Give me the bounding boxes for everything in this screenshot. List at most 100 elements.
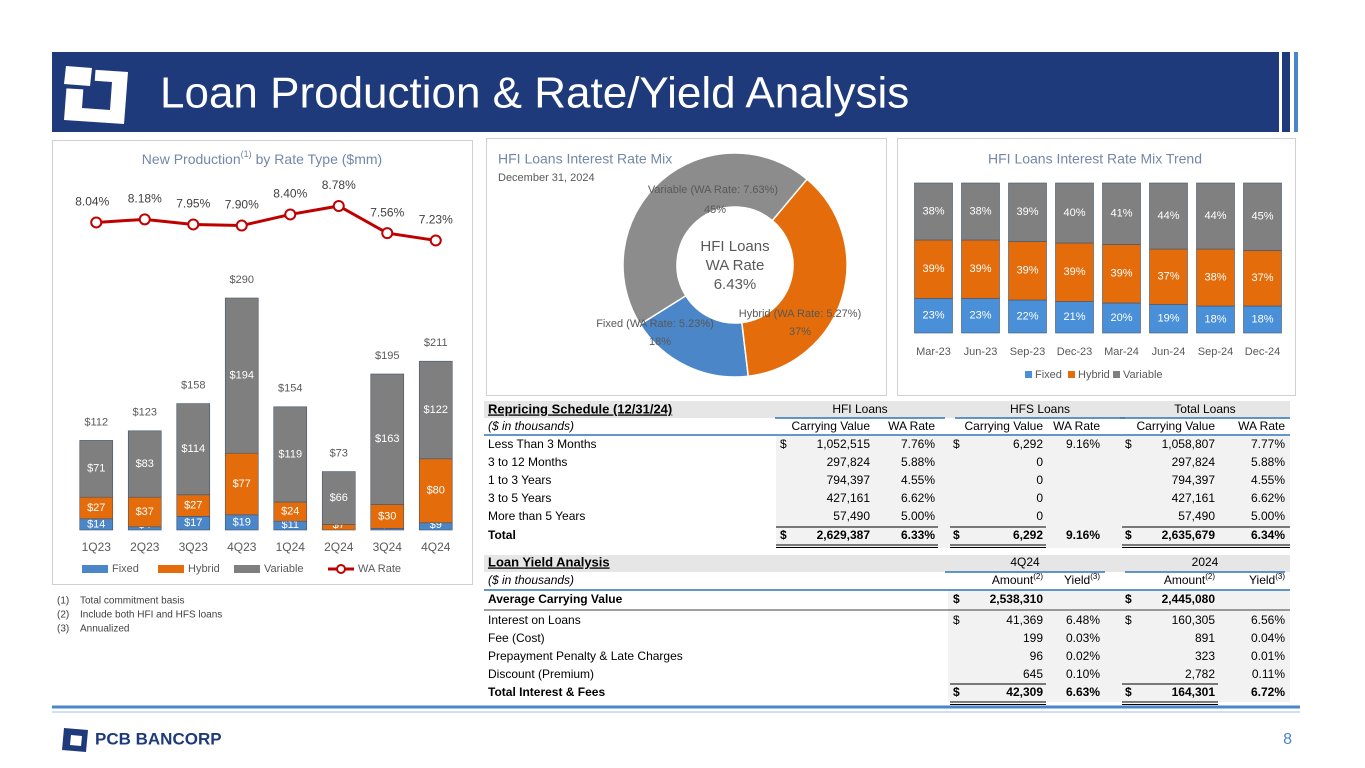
data-label: $11 — [281, 519, 299, 531]
legend-label: Fixed — [112, 563, 139, 575]
bar-segment — [1149, 182, 1188, 250]
line-marker — [332, 200, 345, 212]
logo — [60, 62, 128, 124]
legend-swatch — [158, 565, 184, 573]
legend-swatch — [82, 565, 108, 573]
data-label: 8.40% — [273, 187, 307, 201]
table-cell: 3 to 5 Years — [488, 491, 551, 505]
donut-center-text: 6.43% — [714, 276, 757, 293]
table-cell: 0.11% — [1252, 667, 1285, 681]
table-cell: 6,292 — [1013, 437, 1043, 451]
legend-label: Variable — [264, 563, 304, 575]
chart-title-note: (1) — [241, 149, 252, 159]
table-subheader: WA Rate — [1053, 419, 1100, 433]
table-cell-bg — [776, 436, 1290, 548]
table-subheader-text: Amount — [1164, 573, 1206, 587]
table-cell: Less Than 3 Months — [488, 437, 597, 451]
total-label: $290 — [230, 274, 254, 286]
table-subheader: ($ in thousands) — [488, 419, 574, 433]
table-title: Loan Yield Analysis — [488, 554, 610, 569]
bar-segment — [961, 182, 1000, 241]
bar-segment — [1149, 304, 1188, 334]
table-cell: 297,824 — [1172, 455, 1216, 469]
line-marker — [90, 216, 103, 229]
table-subheader: Yield(3) — [1249, 572, 1285, 587]
table-cell: 2,445,080 — [1162, 592, 1216, 606]
bar-segment — [1196, 182, 1235, 250]
table-header-bg — [484, 401, 1290, 418]
line-marker — [187, 218, 200, 231]
table-title: Repricing Schedule (12/31/24) — [488, 401, 672, 416]
bar-segment — [224, 452, 259, 516]
header-bar — [1294, 52, 1298, 132]
data-label: 40% — [1063, 207, 1085, 219]
table-cell: 891 — [1195, 631, 1215, 645]
data-label: $17 — [184, 517, 202, 529]
table-cell: 6.62% — [901, 491, 935, 505]
table-subheader: WA Rate — [1238, 419, 1285, 433]
bar-segment — [127, 496, 162, 528]
data-label: 39% — [1016, 265, 1038, 277]
table-cell: 1,052,515 — [817, 437, 871, 451]
legend-label: Fixed — [1035, 369, 1062, 381]
table-cell: $ — [1125, 592, 1132, 606]
data-label: 23% — [969, 310, 991, 322]
table-cell: 57,490 — [1178, 509, 1215, 523]
x-tick-label: Dec-24 — [1245, 346, 1280, 358]
table-subheader-text: Amount — [992, 573, 1034, 587]
footer-company: PCB BANCORP — [95, 729, 222, 748]
table-total-cell: $ — [1125, 685, 1132, 699]
bar-segment — [1243, 305, 1282, 334]
table-cell: 160,305 — [1172, 613, 1216, 627]
footnote-text: Include both HFI and HFS loans — [80, 610, 222, 621]
bar-segment — [1055, 301, 1094, 334]
legend-swatch — [234, 565, 260, 573]
table-cell: 0.02% — [1066, 649, 1100, 663]
bar-segment — [1102, 182, 1141, 245]
data-label: 39% — [1016, 206, 1038, 218]
donut-center-text: WA Rate — [706, 257, 765, 274]
legend-swatch — [336, 564, 346, 574]
donut-slice — [622, 152, 809, 326]
table-cell: 9.16% — [1066, 437, 1100, 451]
table-total-cell: 42,309 — [1006, 685, 1043, 699]
table-cell: 199 — [1023, 631, 1043, 645]
x-tick-label: 3Q23 — [179, 540, 209, 554]
footnote-mark: (2) — [57, 610, 69, 621]
table-total-cell: Total — [488, 528, 516, 542]
table-cell: $ — [953, 613, 960, 627]
total-label: $195 — [375, 350, 399, 362]
x-tick-label: 1Q24 — [276, 540, 306, 554]
bar-segment — [1055, 242, 1094, 302]
table-cell: Discount (Premium) — [488, 667, 594, 681]
data-label: $114 — [181, 443, 205, 455]
table-group-header: HFI Loans — [832, 402, 887, 416]
x-tick-label: Sep-23 — [1010, 346, 1045, 358]
bar-segment — [370, 373, 405, 505]
data-label: 44% — [1157, 210, 1179, 222]
header-band — [52, 52, 1279, 132]
table-group-header: Total Loans — [1174, 402, 1235, 416]
x-tick-label: Jun-24 — [1152, 346, 1186, 358]
total-label: $158 — [181, 380, 205, 392]
table-cell: 1,058,807 — [1162, 437, 1216, 451]
line-marker — [429, 234, 442, 247]
chart-title: HFI Loans Interest Rate Mix Trend — [988, 151, 1202, 167]
table-subheader-note: (2) — [1205, 572, 1215, 581]
table-cell: 4.55% — [901, 473, 935, 487]
data-label: 21% — [1063, 311, 1085, 323]
bar-segment — [961, 298, 1000, 334]
table-cell-bg — [948, 590, 1290, 702]
bar-segment — [1149, 248, 1188, 305]
table-cell: 0 — [1036, 473, 1043, 487]
data-label: 7.90% — [225, 198, 259, 212]
table-cell: 2,538,310 — [990, 592, 1044, 606]
table-cell: 96 — [1030, 649, 1044, 663]
data-label: $163 — [375, 433, 399, 445]
table-cell: 2,782 — [1185, 667, 1215, 681]
table-total-cell: $ — [780, 528, 787, 542]
table-total-cell: 6,292 — [1013, 528, 1043, 542]
table-total-cell: $ — [953, 528, 960, 542]
table-total-cell: 2,629,387 — [817, 528, 871, 542]
table-cell: 7.76% — [901, 437, 935, 451]
